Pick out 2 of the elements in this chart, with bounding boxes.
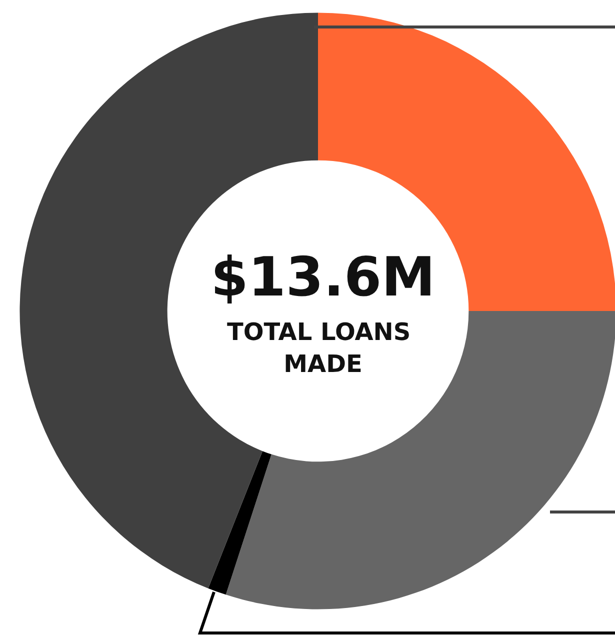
text: TOTAL LOANS MADE [227, 318, 419, 378]
text: $13.6M [210, 246, 436, 308]
